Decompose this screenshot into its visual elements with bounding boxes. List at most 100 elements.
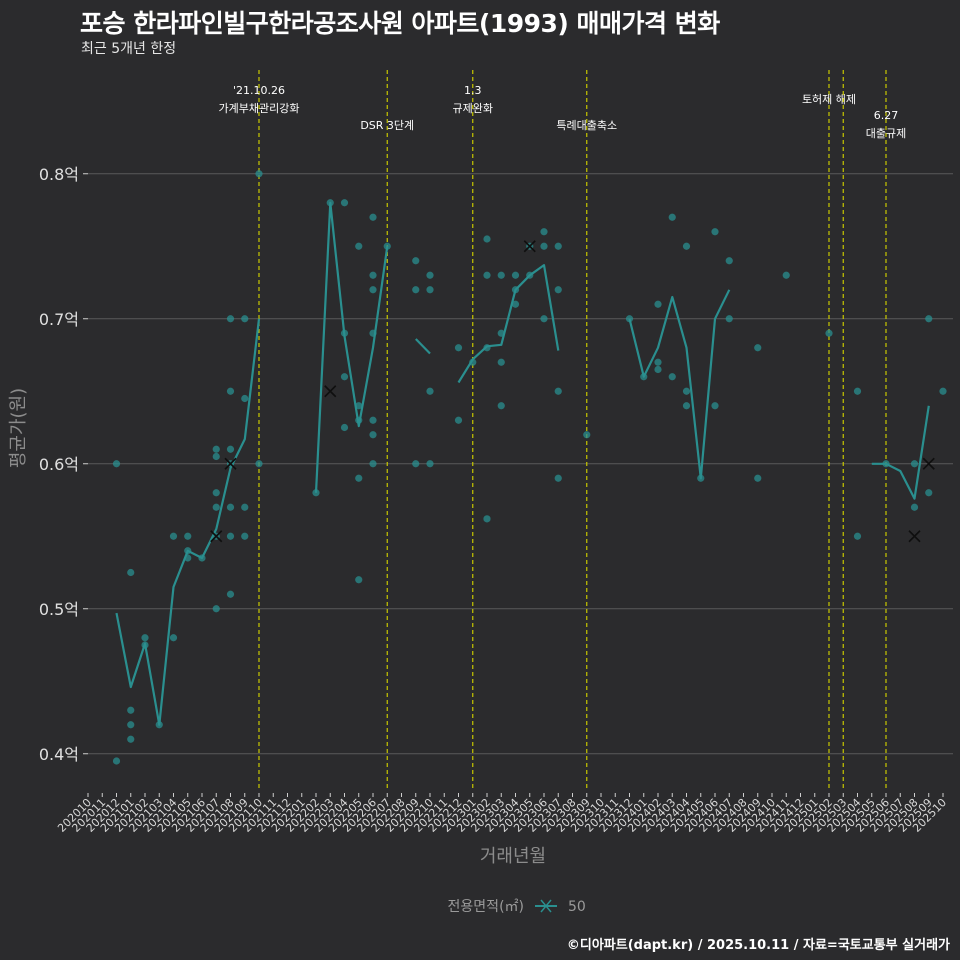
- data-point: [426, 271, 434, 279]
- data-point: [454, 416, 463, 424]
- data-point: [369, 416, 377, 424]
- data-point: [825, 329, 833, 337]
- data-point: [682, 402, 691, 410]
- event-label: 6.27: [874, 109, 899, 122]
- data-point: [412, 257, 420, 265]
- data-point: [241, 315, 249, 323]
- x-axis: 2020102020112020122021012021022021032021…: [55, 793, 949, 835]
- event-label: 토허제 해제: [802, 92, 856, 106]
- data-point: [483, 271, 491, 279]
- data-point: [426, 460, 434, 468]
- data-point: [127, 568, 135, 577]
- y-tick-label: 0.7억: [39, 310, 79, 329]
- data-point: [554, 387, 562, 395]
- data-point: [383, 242, 391, 250]
- event-label: 1.3: [464, 84, 482, 97]
- data-point: [654, 300, 662, 308]
- cross-marker: [210, 530, 223, 543]
- data-point: [754, 344, 762, 352]
- data-point: [497, 402, 505, 410]
- data-point: [212, 445, 220, 453]
- data-point: [355, 474, 363, 482]
- data-point: [241, 503, 249, 511]
- cross-marker: [324, 385, 337, 398]
- data-point: [184, 532, 192, 540]
- event-label: 가계부채관리강화: [219, 102, 300, 115]
- data-point: [711, 402, 719, 410]
- data-point: [412, 460, 420, 468]
- data-point: [112, 460, 121, 468]
- series-line: [871, 405, 930, 500]
- data-point: [925, 315, 933, 323]
- chart-subtitle: 최근 5개년 한정: [81, 41, 177, 57]
- y-axis: 0.4억 0.5억 0.6억 0.7억 0.8억: [39, 165, 88, 764]
- data-point: [554, 286, 562, 294]
- cross-marker: [523, 240, 536, 253]
- data-point: [369, 286, 377, 294]
- y-tick-label: 0.4억: [39, 745, 79, 764]
- data-point: [226, 503, 235, 511]
- data-point: [369, 431, 377, 439]
- data-point: [426, 387, 434, 395]
- data-point: [127, 721, 135, 729]
- data-point: [725, 257, 733, 265]
- data-point: [255, 460, 263, 468]
- series-line: [415, 338, 431, 355]
- data-point: [226, 315, 235, 323]
- data-point: [711, 228, 719, 236]
- data-point: [141, 634, 149, 642]
- data-point: [497, 358, 505, 366]
- data-point: [340, 199, 349, 207]
- data-point: [483, 235, 491, 243]
- data-point: [169, 634, 178, 642]
- legend: 전용면적(㎡) 50: [448, 899, 586, 915]
- data-point: [340, 423, 349, 432]
- data-point: [668, 373, 676, 381]
- data-point: [910, 503, 919, 511]
- data-point: [369, 271, 377, 279]
- data-point: [725, 315, 733, 323]
- data-point: [654, 358, 662, 366]
- data-point: [540, 242, 548, 250]
- data-point: [540, 315, 548, 323]
- data-point: [212, 605, 220, 613]
- data-point: [511, 271, 520, 279]
- y-tick-label: 0.8억: [39, 165, 79, 184]
- data-point: [939, 387, 947, 395]
- data-point: [340, 373, 349, 381]
- cross-layer: [210, 240, 935, 543]
- y-tick-label: 0.6억: [39, 455, 79, 474]
- data-point: [127, 706, 135, 714]
- data-point: [369, 213, 377, 221]
- data-point: [426, 286, 434, 294]
- data-point: [226, 590, 235, 598]
- data-point: [369, 460, 377, 468]
- cross-marker: [224, 457, 237, 470]
- data-point: [782, 271, 790, 279]
- data-point: [511, 300, 520, 308]
- data-point: [355, 576, 363, 584]
- data-point: [226, 532, 235, 540]
- data-point: [483, 515, 491, 523]
- data-point: [412, 286, 420, 294]
- event-label: 대출규제: [866, 127, 906, 140]
- data-point: [226, 445, 235, 453]
- x-axis-title: 거래년월: [480, 846, 546, 867]
- data-point: [554, 474, 562, 482]
- data-point: [241, 532, 249, 540]
- data-point: [853, 532, 862, 540]
- data-point: [853, 387, 862, 395]
- series-line: [314, 201, 389, 493]
- event-label: DSR 3단계: [360, 119, 414, 132]
- data-point: [910, 460, 919, 468]
- cross-marker: [922, 457, 935, 470]
- chart-title: 포승 한라파인빌구한라공조사원 아파트(1993) 매매가격 변화: [80, 9, 720, 38]
- data-point: [625, 315, 634, 323]
- data-point: [226, 387, 235, 395]
- grid-layer: [88, 173, 953, 755]
- legend-cross-icon: [540, 899, 552, 913]
- point-layer: [112, 170, 947, 765]
- data-point: [169, 532, 178, 540]
- data-point: [554, 242, 562, 250]
